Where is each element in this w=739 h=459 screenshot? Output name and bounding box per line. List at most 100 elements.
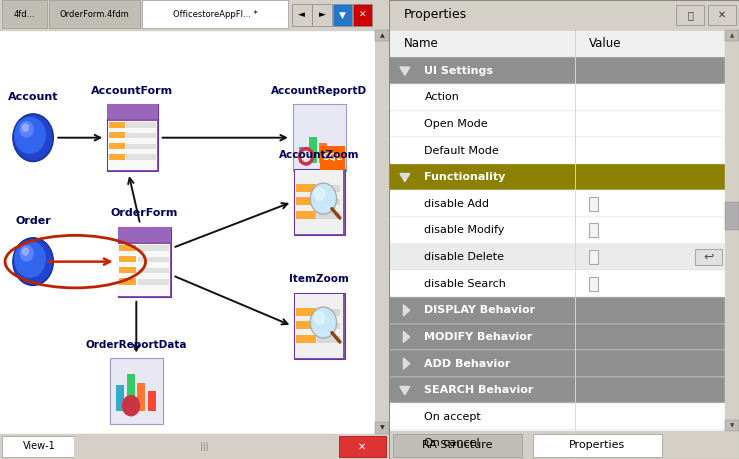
Bar: [338, 436, 386, 457]
Bar: [317, 199, 340, 205]
Bar: [295, 294, 344, 358]
Bar: [137, 257, 168, 262]
Bar: [296, 211, 316, 218]
Bar: [296, 321, 316, 329]
Bar: [2, 0, 47, 28]
Bar: [109, 154, 125, 160]
Polygon shape: [400, 174, 409, 182]
Text: Default Mode: Default Mode: [424, 146, 499, 156]
Circle shape: [20, 122, 33, 137]
Bar: [389, 244, 725, 270]
Bar: [142, 0, 288, 28]
Bar: [589, 277, 598, 291]
Bar: [389, 217, 725, 244]
Text: disable Delete: disable Delete: [424, 252, 505, 262]
Polygon shape: [403, 358, 409, 369]
Text: Open Mode: Open Mode: [424, 119, 488, 129]
Circle shape: [15, 116, 52, 160]
Text: Properties: Properties: [403, 8, 466, 22]
Bar: [2, 436, 76, 457]
Text: ▼: ▼: [730, 423, 734, 428]
Text: AccountReportD: AccountReportD: [271, 86, 367, 96]
Text: Name: Name: [403, 37, 438, 50]
Bar: [119, 245, 136, 251]
Bar: [317, 212, 340, 218]
Bar: [589, 224, 598, 237]
Bar: [725, 202, 739, 230]
Bar: [389, 403, 725, 430]
Text: disable Add: disable Add: [424, 199, 489, 209]
Bar: [589, 197, 598, 211]
Text: AccountZoom: AccountZoom: [279, 151, 360, 160]
Bar: [118, 244, 170, 296]
Text: AccountForm: AccountForm: [92, 86, 174, 96]
Bar: [118, 227, 171, 242]
Bar: [375, 422, 389, 434]
Bar: [109, 358, 163, 424]
Bar: [389, 137, 725, 164]
Bar: [389, 190, 725, 217]
Bar: [119, 267, 136, 274]
Text: Value: Value: [589, 37, 621, 50]
Text: SQL: SQL: [322, 153, 342, 162]
Text: ✕: ✕: [359, 11, 367, 19]
Bar: [137, 383, 146, 411]
Text: ✕: ✕: [358, 442, 367, 451]
Bar: [0, 0, 389, 30]
Bar: [317, 185, 340, 192]
Text: ▼: ▼: [339, 11, 346, 19]
Text: ItemZoom: ItemZoom: [290, 274, 350, 284]
Bar: [126, 133, 156, 138]
Bar: [294, 168, 344, 235]
Text: Order: Order: [16, 216, 51, 226]
Bar: [389, 30, 725, 57]
Bar: [695, 249, 721, 265]
Bar: [126, 122, 156, 128]
Bar: [353, 4, 372, 26]
Circle shape: [310, 183, 336, 214]
Bar: [317, 323, 340, 329]
Text: ▼: ▼: [380, 425, 384, 430]
Bar: [0, 434, 389, 459]
Text: Properties: Properties: [569, 440, 625, 450]
Bar: [725, 420, 739, 431]
Bar: [389, 324, 725, 350]
Bar: [119, 279, 136, 285]
Text: ►: ►: [319, 11, 325, 19]
Circle shape: [13, 114, 53, 162]
Text: |||: |||: [200, 442, 209, 451]
Circle shape: [22, 248, 28, 255]
Bar: [589, 250, 598, 264]
Bar: [333, 4, 352, 26]
Bar: [393, 434, 522, 457]
Bar: [49, 0, 140, 28]
Polygon shape: [400, 386, 409, 395]
Bar: [118, 227, 171, 297]
Circle shape: [314, 188, 324, 200]
Bar: [389, 164, 725, 190]
Text: Action: Action: [424, 92, 459, 102]
Bar: [292, 4, 312, 26]
Text: OrderForm: OrderForm: [110, 208, 178, 218]
Bar: [317, 336, 340, 342]
Bar: [296, 184, 316, 192]
Bar: [109, 132, 125, 138]
Bar: [389, 270, 725, 297]
Circle shape: [15, 241, 45, 277]
Text: On cancel: On cancel: [424, 438, 480, 448]
Bar: [389, 111, 725, 137]
Polygon shape: [400, 67, 409, 75]
Polygon shape: [403, 331, 409, 342]
Bar: [109, 143, 125, 149]
Bar: [295, 170, 344, 234]
Bar: [533, 434, 662, 457]
Text: SEARCH Behavior: SEARCH Behavior: [424, 385, 534, 395]
Text: ▲: ▲: [730, 34, 734, 38]
Bar: [389, 377, 725, 403]
Text: disable Search: disable Search: [424, 279, 506, 289]
Text: DISPLAY Behavior: DISPLAY Behavior: [424, 305, 536, 315]
Text: MODIFY Behavior: MODIFY Behavior: [424, 332, 533, 342]
Circle shape: [15, 118, 45, 153]
Polygon shape: [403, 305, 409, 316]
Text: ◄: ◄: [299, 11, 305, 19]
